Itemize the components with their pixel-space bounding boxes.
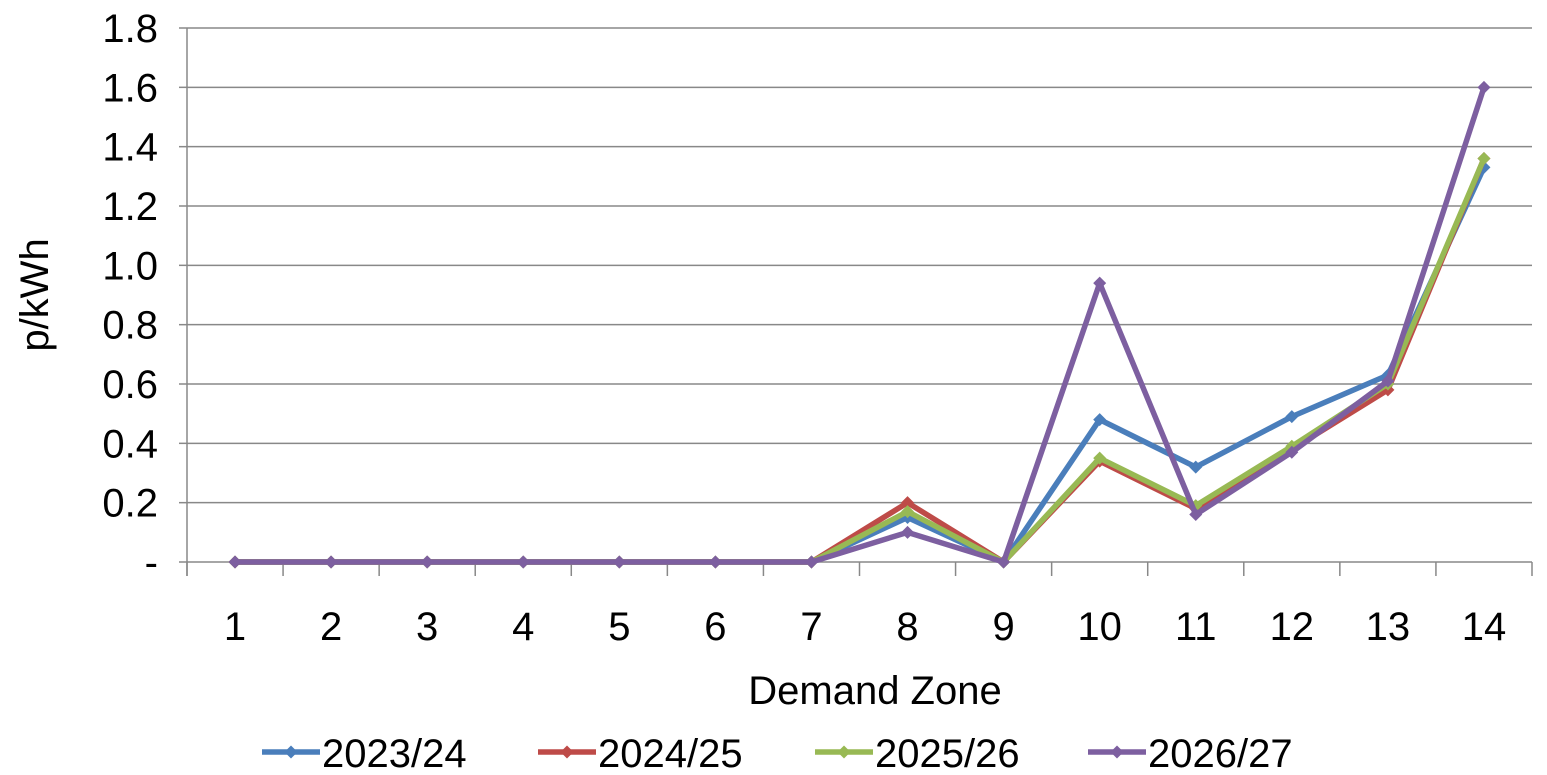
data-point (1477, 80, 1491, 94)
data-point (1093, 413, 1107, 427)
legend-marker (1110, 745, 1124, 759)
data-point (1189, 460, 1203, 474)
y-tick-label: 1.8 (102, 7, 158, 51)
x-tick-label: 9 (992, 605, 1014, 649)
data-point (420, 555, 434, 569)
data-point (901, 505, 915, 519)
axes (179, 27, 1533, 576)
y-tick-label: 0.2 (102, 482, 158, 526)
data-point (901, 525, 915, 539)
series-2026/27 (228, 80, 1491, 569)
x-tick-label: 3 (416, 605, 438, 649)
data-point (516, 555, 530, 569)
series-lines (228, 80, 1491, 569)
legend-item: 2024/25 (538, 732, 743, 775)
x-tick-label: 11 (1175, 605, 1217, 649)
x-tick-label: 4 (512, 605, 534, 649)
x-tick-label: 5 (608, 605, 630, 649)
x-axis-tick-labels: 1 2 3 4 5 6 7 8 9 10 11 12 13 14 (224, 605, 1506, 649)
x-tick-label: 1 (224, 605, 246, 649)
series-line (235, 86, 1487, 565)
legend-label: 2026/27 (1148, 732, 1293, 775)
y-tick-label: 1.4 (102, 126, 158, 170)
data-point (901, 496, 915, 510)
legend-item: 2023/24 (262, 732, 467, 775)
data-point (1381, 374, 1395, 388)
legend-item: 2025/26 (815, 732, 1020, 775)
y-axis-title: p/kWh (13, 238, 57, 351)
series-2025/26 (228, 152, 1491, 569)
y-tick-label: 1.6 (102, 66, 158, 110)
legend-marker (837, 745, 851, 759)
data-point (324, 555, 338, 569)
legend-label: 2024/25 (598, 732, 743, 775)
data-point (612, 555, 626, 569)
grid-lines (187, 27, 1532, 504)
x-tick-label: 7 (800, 605, 822, 649)
y-tick-label: - (145, 541, 158, 585)
x-tick-label: 13 (1366, 605, 1411, 649)
x-tick-label: 6 (704, 605, 726, 649)
data-point (1285, 410, 1299, 424)
data-point (708, 555, 722, 569)
x-tick-label: 8 (896, 605, 918, 649)
data-point (1477, 152, 1491, 166)
data-point (1093, 451, 1107, 465)
data-point (228, 555, 242, 569)
data-point (1285, 445, 1299, 459)
y-tick-label: 1.2 (102, 185, 158, 229)
y-tick-label: 0.4 (102, 422, 158, 466)
legend-label: 2025/26 (875, 732, 1020, 775)
series-2024/25 (228, 152, 1491, 569)
series-2023/24 (228, 160, 1491, 569)
y-axis-tick-labels: - 0.2 0.4 0.6 0.8 1.0 1.2 1.4 1.6 1.8 (102, 7, 158, 585)
data-point (1189, 508, 1203, 522)
x-axis-title: Demand Zone (748, 669, 1001, 713)
y-tick-label: 0.6 (102, 363, 158, 407)
x-tick-label: 12 (1270, 605, 1315, 649)
data-point (804, 555, 818, 569)
x-tick-label: 10 (1077, 605, 1122, 649)
legend-item: 2026/27 (1088, 732, 1293, 775)
data-point (1093, 276, 1107, 290)
legend-marker (284, 745, 298, 759)
legend-label: 2023/24 (322, 732, 467, 775)
y-tick-label: 0.8 (102, 304, 158, 348)
legend-marker (560, 745, 574, 759)
series-line (235, 157, 1487, 565)
y-tick-label: 1.0 (102, 244, 158, 288)
series-line (235, 157, 1487, 565)
x-tick-label: 2 (320, 605, 342, 649)
x-tick-label: 14 (1462, 605, 1507, 649)
data-point (997, 555, 1011, 569)
legend: 2023/24 2024/25 2025/26 2026/27 (262, 732, 1293, 775)
